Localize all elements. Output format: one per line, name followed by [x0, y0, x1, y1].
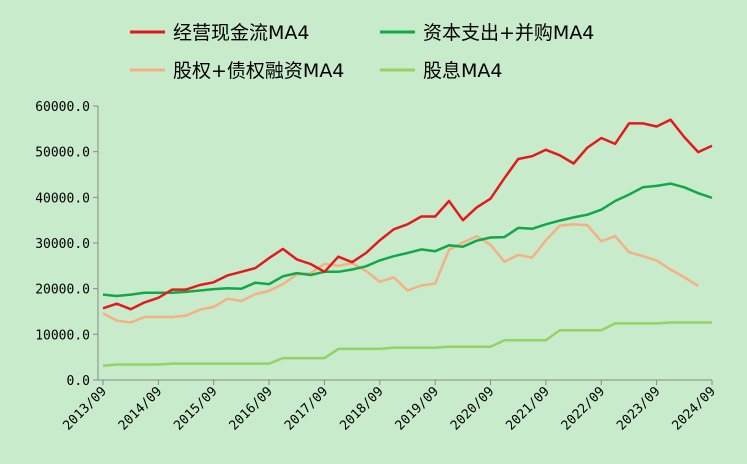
x-tick-label: 2023/09 [614, 384, 663, 433]
y-tick-label: 20000.0 [35, 283, 90, 298]
series-layer [102, 118, 713, 368]
x-tick-label: 2017/09 [282, 384, 331, 433]
y-tick-label: 0.0 [67, 374, 90, 389]
legend-label-operating-cf: 经营现金流MA4 [173, 22, 309, 44]
legend: 经营现金流MA4 资本支出+并购MA4 股权+债权融资MA4 股息MA4 [130, 22, 594, 82]
y-tick-label: 60000.0 [35, 100, 90, 115]
x-tick-label: 2021/09 [503, 384, 552, 433]
x-tick-label: 2015/09 [171, 384, 220, 433]
y-tick-label: 50000.0 [35, 146, 90, 161]
x-tick-label: 2019/09 [393, 384, 442, 433]
y-tick-label: 40000.0 [35, 191, 90, 206]
y-tick-label: 10000.0 [35, 328, 90, 343]
x-tick-label: 2014/09 [116, 384, 165, 433]
x-tick-label: 2022/09 [559, 384, 608, 433]
x-ticks: 2013/09 2014/09 2015/09 2016/09 2017/09 2018/… [60, 380, 719, 434]
x-tick-label: 2016/09 [227, 384, 276, 433]
x-tick-label: 2013/09 [60, 384, 109, 433]
x-tick-label: 2020/09 [448, 384, 497, 433]
legend-label-capex: 资本支出+并购MA4 [423, 22, 594, 44]
y-ticks: 0.0 10000.0 20000.0 30000.0 40000.0 50000.0 60… [35, 100, 98, 389]
x-tick-label: 2024/09 [669, 384, 718, 433]
legend-label-financing: 股权+债权融资MA4 [173, 60, 344, 82]
series-line-capex [102, 182, 713, 298]
legend-label-dividend: 股息MA4 [423, 60, 502, 82]
series-line-operating-cf [102, 118, 713, 311]
series-line-financing [102, 223, 699, 324]
series-line-dividend [102, 321, 712, 368]
y-tick-label: 30000.0 [35, 237, 90, 252]
x-tick-label: 2018/09 [337, 384, 386, 433]
